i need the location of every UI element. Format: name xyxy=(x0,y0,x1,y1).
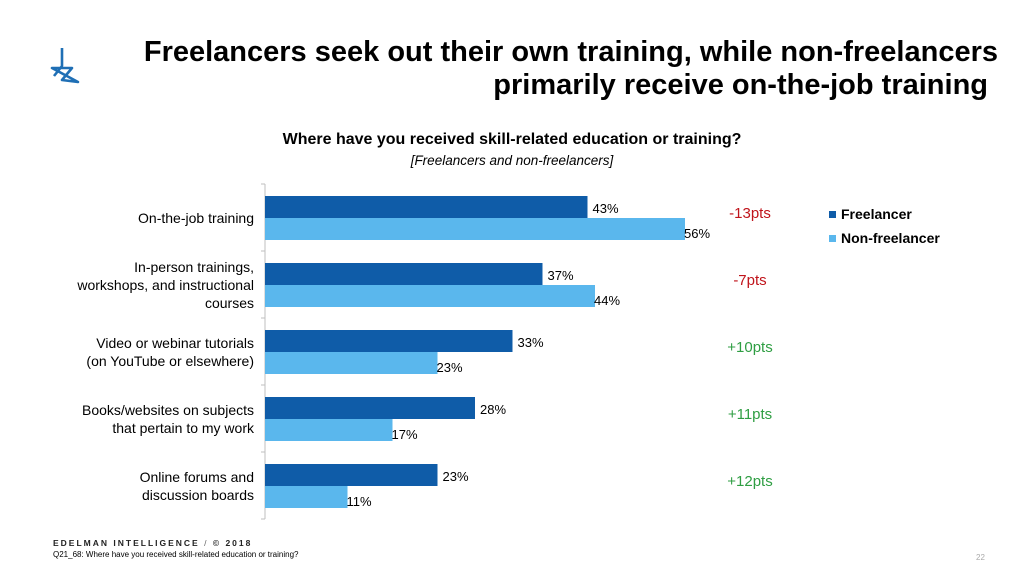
bar-freelancer xyxy=(265,397,475,419)
edelman-logo-icon xyxy=(50,48,80,84)
bar-freelancer xyxy=(265,196,588,218)
copyright: © 2018 xyxy=(212,538,253,548)
data-label-non-freelancer: 23% xyxy=(437,360,463,375)
page-number: 22 xyxy=(976,553,985,562)
data-label-freelancer: 37% xyxy=(548,268,574,283)
bar-freelancer xyxy=(265,263,543,285)
data-label-non-freelancer: 56% xyxy=(684,226,710,241)
category-label-line: Books/websites on subjects xyxy=(82,402,254,418)
chart-title: Where have you received skill-related ed… xyxy=(282,131,742,148)
legend-item-freelancer: Freelancer xyxy=(829,202,940,226)
data-label-freelancer: 23% xyxy=(443,469,469,484)
bar-non-freelancer xyxy=(265,486,348,508)
footnote: Q21_68: Where have you received skill-re… xyxy=(53,550,299,559)
legend: Freelancer Non-freelancer xyxy=(829,202,940,250)
legend-label-freelancer: Freelancer xyxy=(841,206,912,222)
bar-non-freelancer xyxy=(265,218,685,240)
bar-freelancer xyxy=(265,464,438,486)
data-label-freelancer: 43% xyxy=(593,201,619,216)
data-label-freelancer: 28% xyxy=(480,402,506,417)
difference-label: -7pts xyxy=(733,272,766,289)
category-label-line: workshops, and instructional xyxy=(77,277,254,293)
category-label: In-person trainings, workshops, and instr… xyxy=(40,258,254,312)
legend-item-non-freelancer: Non-freelancer xyxy=(829,226,940,250)
legend-label-non-freelancer: Non-freelancer xyxy=(841,230,940,246)
category-label-line: that pertain to my work xyxy=(112,420,254,436)
legend-swatch-non-freelancer xyxy=(829,234,836,242)
brand-separator: / xyxy=(199,538,213,548)
footer-brand: EDELMAN INTELLIGENCE / © 2018 xyxy=(53,538,252,548)
category-label: On-the-job training xyxy=(40,209,254,227)
difference-label: +12pts xyxy=(727,473,772,490)
difference-label: +10pts xyxy=(727,339,772,356)
legend-swatch-freelancer xyxy=(829,210,836,218)
category-label: Video or webinar tutorials (on YouTube or… xyxy=(40,334,254,370)
bar-freelancer xyxy=(265,330,513,352)
category-label-line: Video or webinar tutorials xyxy=(96,335,254,351)
bar-non-freelancer xyxy=(265,352,438,374)
category-label: Online forums and discussion boards xyxy=(40,468,254,504)
category-label-line: In-person trainings, xyxy=(134,259,254,275)
page-title: Freelancers seek out their own training,… xyxy=(100,36,998,102)
category-label-line: discussion boards xyxy=(141,487,254,503)
chart-subtitle: [Freelancers and non-freelancers] xyxy=(410,153,614,168)
title-line-1: Freelancers seek out their own training,… xyxy=(143,36,998,68)
category-label-line: On-the-job training xyxy=(138,210,254,226)
data-label-freelancer: 33% xyxy=(518,335,544,350)
data-label-non-freelancer: 11% xyxy=(347,494,372,509)
bar-non-freelancer xyxy=(265,419,393,441)
data-label-non-freelancer: 17% xyxy=(392,427,418,442)
category-label-line: courses xyxy=(204,295,254,311)
brand-name: EDELMAN INTELLIGENCE xyxy=(53,538,200,548)
difference-label: -13pts xyxy=(729,205,771,222)
difference-label: +11pts xyxy=(728,406,772,423)
bar-non-freelancer xyxy=(265,285,595,307)
category-label-line: (on YouTube or elsewhere) xyxy=(86,353,254,369)
title-line-2: primarily receive on-the-job training xyxy=(493,69,988,101)
category-label-line: Online forums and xyxy=(139,469,254,485)
category-label: Books/websites on subjects that pertain t… xyxy=(40,401,254,437)
data-label-non-freelancer: 44% xyxy=(594,293,620,308)
